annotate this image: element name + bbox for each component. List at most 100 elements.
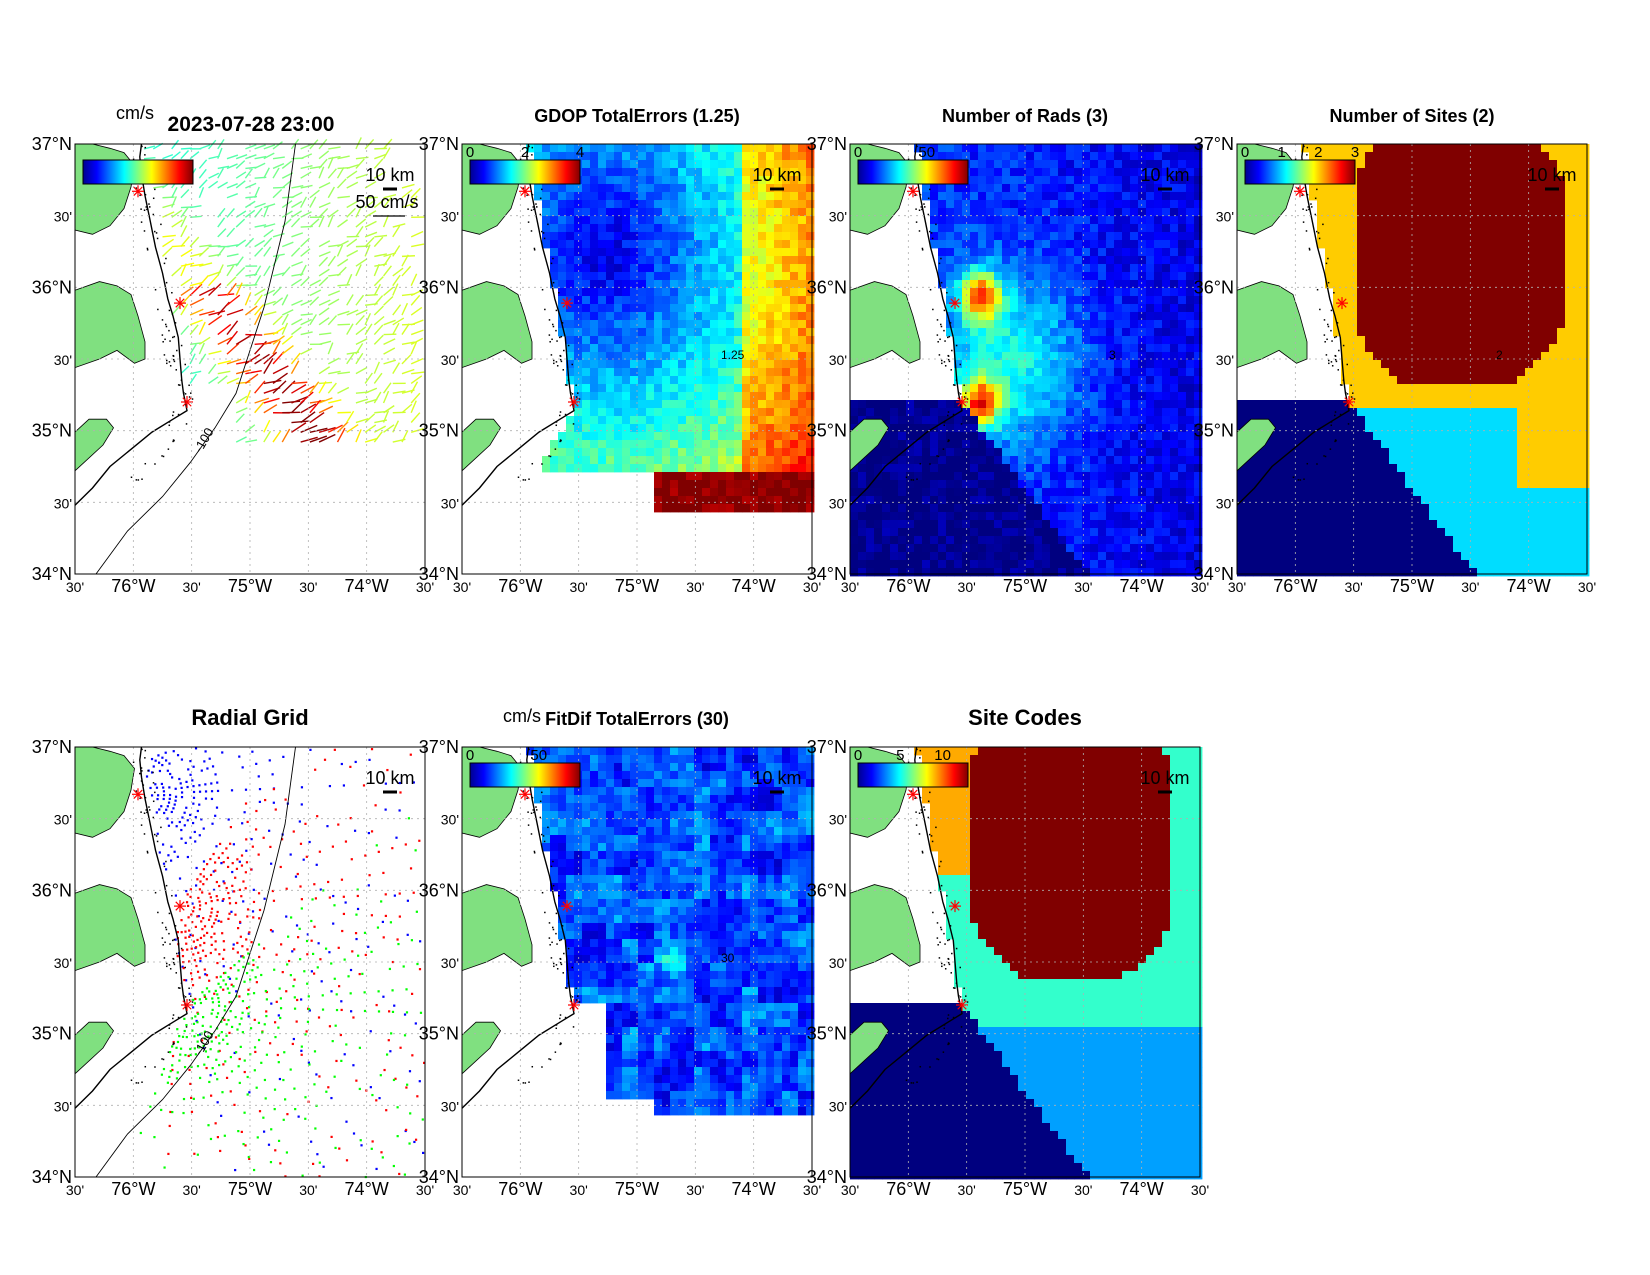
heatmap-cell (1365, 224, 1374, 233)
heatmap-cell (1317, 208, 1326, 217)
heatmap-cell (590, 160, 599, 169)
heatmap-cell (1333, 144, 1342, 153)
heatmap-cell (1098, 416, 1107, 425)
current-vector (272, 253, 285, 258)
heatmap-cell (582, 200, 591, 209)
heatmap-cell (986, 368, 995, 377)
heatmap-cell (874, 448, 883, 457)
heatmap-cell (1042, 176, 1051, 185)
lat-tick-label: 30' (441, 495, 459, 511)
heatmap-cell (1186, 168, 1195, 177)
heatmap-cell (1277, 448, 1286, 457)
heatmap-cell (1146, 512, 1155, 521)
heatmap-cell (734, 328, 743, 337)
current-vector (180, 236, 190, 248)
heatmap-cell (994, 432, 1003, 441)
heatmap-cell (962, 248, 971, 257)
heatmap-cell (758, 504, 767, 513)
heatmap-cell (654, 448, 663, 457)
heatmap-cell (590, 416, 599, 425)
heatmap-cell (1130, 528, 1139, 537)
heatmap-cell (1058, 192, 1067, 201)
heatmap-cell (662, 304, 671, 313)
heatmap-cell (750, 336, 759, 345)
heatmap-cell (1186, 296, 1195, 305)
heatmap-cell (1138, 416, 1147, 425)
heatmap-cell (1186, 392, 1195, 401)
heatmap-cell (1365, 568, 1374, 577)
current-vector (291, 395, 309, 404)
heatmap-cell (646, 304, 655, 313)
current-vector (171, 244, 186, 248)
isobath-line (95, 143, 296, 575)
heatmap-cell (1122, 224, 1131, 233)
heatmap-cell (1293, 456, 1302, 465)
heatmap-cell (978, 512, 987, 521)
heatmap-cell (1357, 264, 1366, 273)
heatmap-cell (1146, 400, 1155, 409)
heatmap-cell (1002, 272, 1011, 281)
current-vector (208, 139, 217, 150)
heatmap-cell (1277, 456, 1286, 465)
heatmap-cell (1154, 520, 1163, 529)
current-vector (337, 195, 350, 199)
heatmap-cell (598, 456, 607, 465)
heatmap-cell (1034, 296, 1043, 305)
heatmap-cell (1357, 248, 1366, 257)
heatmap-cell (638, 296, 647, 305)
heatmap-cell (858, 464, 867, 473)
current-vector (318, 381, 327, 394)
heatmap-cell (718, 224, 727, 233)
island-dot (959, 393, 962, 395)
heatmap-cell (1058, 400, 1067, 409)
current-vector (226, 343, 240, 355)
heatmap-cell (702, 272, 711, 281)
heatmap-cell (622, 200, 631, 209)
heatmap-cell (1293, 552, 1302, 561)
heatmap-cell (1293, 464, 1302, 473)
heatmap-cell (742, 432, 751, 441)
heatmap-cell (774, 200, 783, 209)
island-dot (552, 359, 555, 362)
heatmap-cell (1114, 568, 1123, 577)
heatmap-cell (1138, 520, 1147, 529)
heatmap-cell (598, 200, 607, 209)
heatmap-cell (1114, 280, 1123, 289)
heatmap-cell (1154, 208, 1163, 217)
heatmap-cell (550, 216, 559, 225)
heatmap-cell (630, 336, 639, 345)
heatmap-cell (994, 504, 1003, 513)
lon-tick-label: 30' (841, 579, 859, 595)
heatmap-cell (1106, 152, 1115, 161)
lat-tick-label: 34°N (807, 564, 847, 584)
island-dot (948, 335, 951, 338)
heatmap-cell (914, 512, 923, 521)
heatmap-cell (1333, 456, 1342, 465)
heatmap-cell (630, 424, 639, 433)
heatmap-cell (1114, 152, 1123, 161)
heatmap-cell (686, 200, 695, 209)
heatmap-cell (1122, 464, 1131, 473)
heatmap-cell (710, 288, 719, 297)
heatmap-cell (670, 488, 679, 497)
current-vector (217, 228, 227, 238)
heatmap-cell (1162, 200, 1171, 209)
heatmap-cell (1325, 184, 1334, 193)
heatmap-cell (582, 376, 591, 385)
heatmap-cell (798, 152, 807, 161)
heatmap-cell (638, 248, 647, 257)
current-vector (254, 155, 267, 160)
heatmap-cell (1002, 288, 1011, 297)
heatmap-cell (694, 160, 703, 169)
heatmap-cell (590, 424, 599, 433)
heatmap-cell (606, 224, 615, 233)
heatmap-cell (1245, 568, 1254, 577)
heatmap-cell (1018, 280, 1027, 289)
current-vector (309, 218, 320, 228)
current-vector (355, 225, 364, 238)
heatmap-cell (1186, 208, 1195, 217)
current-vector (309, 296, 320, 306)
current-vector (291, 191, 303, 199)
heatmap-cell (1026, 440, 1035, 449)
heatmap-cell (1186, 432, 1195, 441)
